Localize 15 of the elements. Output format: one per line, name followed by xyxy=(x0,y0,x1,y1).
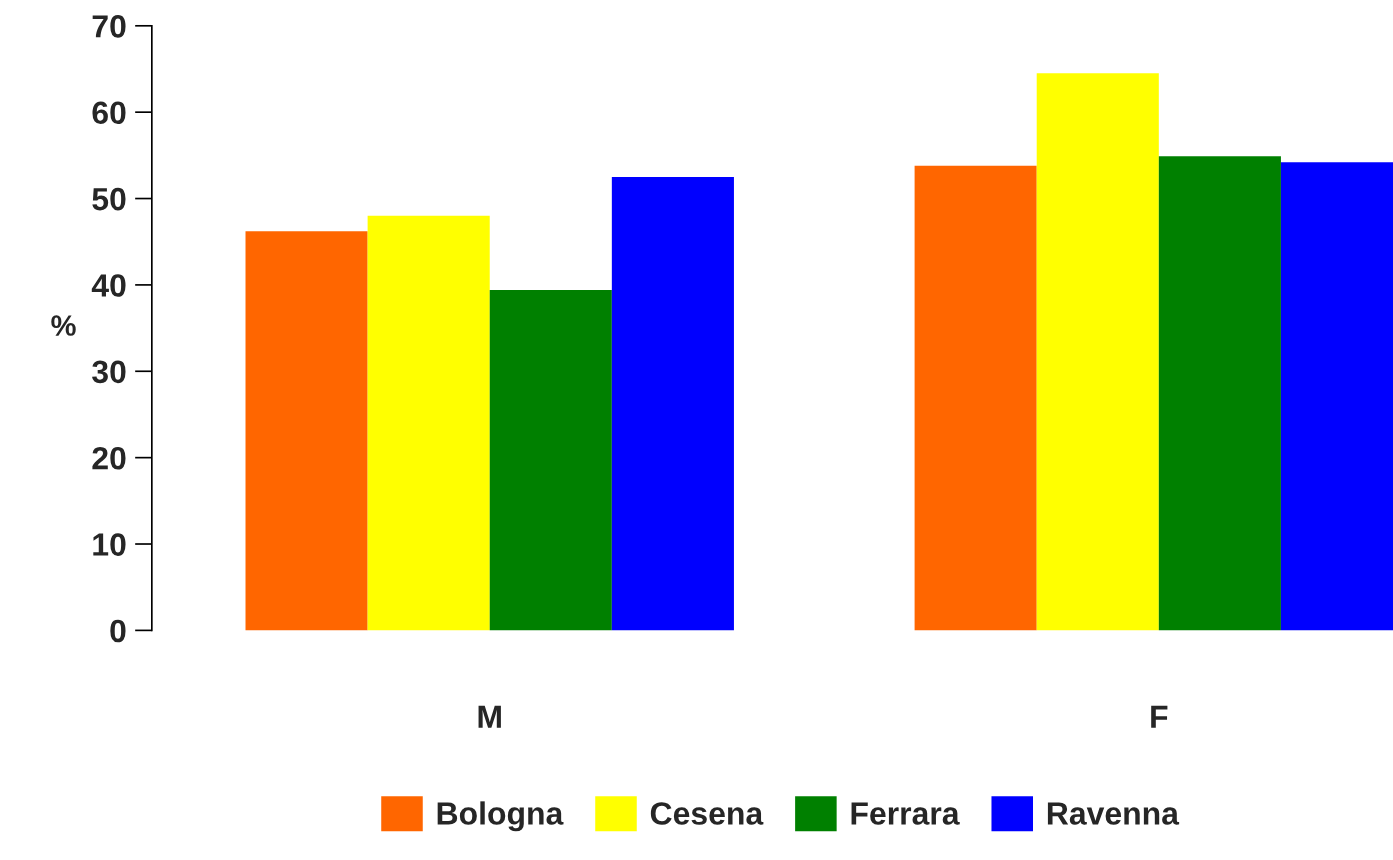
y-tick-label: 60 xyxy=(92,101,126,125)
y-tick-label: 0 xyxy=(110,619,126,643)
y-tick-label: 70 xyxy=(92,15,126,38)
legend-label: Cesena xyxy=(650,802,764,825)
y-tick-label: 40 xyxy=(91,274,126,297)
y-tick-label: 50 xyxy=(92,187,126,211)
x-tick-label: F xyxy=(1151,705,1168,728)
legend-label: Ravenna xyxy=(1047,802,1180,825)
legend-label: Bologna xyxy=(437,801,564,832)
y-tick-label: 10 xyxy=(93,533,126,556)
y-tick-label: 20 xyxy=(92,446,126,470)
y-tick-label: 30 xyxy=(92,360,126,384)
x-tick-label: M xyxy=(478,705,501,728)
legend-label: Ferrara xyxy=(851,802,960,825)
y-axis-title: % xyxy=(51,315,76,336)
